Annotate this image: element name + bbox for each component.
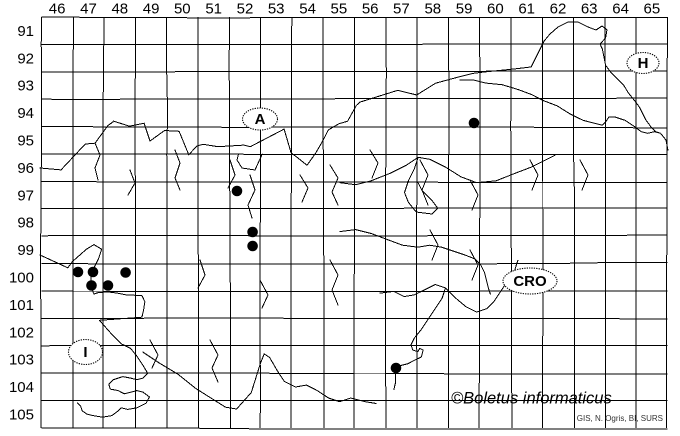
svg-text:©Boletus informaticus: ©Boletus informaticus	[451, 390, 612, 408]
svg-text:93: 93	[17, 78, 34, 95]
svg-text:99: 99	[17, 242, 34, 259]
svg-text:101: 101	[9, 297, 34, 314]
svg-text:54: 54	[299, 1, 316, 18]
svg-text:64: 64	[612, 1, 629, 18]
svg-text:62: 62	[550, 1, 567, 18]
svg-text:91: 91	[17, 23, 34, 40]
svg-text:61: 61	[518, 1, 535, 18]
svg-text:52: 52	[237, 1, 254, 18]
svg-text:96: 96	[17, 160, 34, 177]
svg-text:H: H	[638, 55, 649, 72]
svg-text:94: 94	[17, 105, 34, 122]
svg-text:98: 98	[17, 215, 34, 232]
svg-text:95: 95	[17, 133, 34, 150]
svg-text:59: 59	[456, 1, 473, 18]
svg-text:105: 105	[9, 407, 34, 424]
svg-text:58: 58	[424, 1, 441, 18]
svg-text:92: 92	[17, 50, 34, 67]
svg-text:60: 60	[487, 1, 504, 18]
svg-text:51: 51	[205, 1, 222, 18]
svg-text:100: 100	[9, 270, 34, 287]
svg-text:104: 104	[9, 379, 34, 396]
svg-text:47: 47	[80, 1, 97, 18]
svg-text:A: A	[255, 111, 266, 128]
svg-text:56: 56	[362, 1, 379, 18]
svg-text:102: 102	[9, 324, 34, 341]
svg-text:57: 57	[393, 1, 410, 18]
svg-text:46: 46	[49, 1, 66, 18]
svg-text:50: 50	[174, 1, 191, 18]
svg-text:103: 103	[9, 352, 34, 369]
svg-text:65: 65	[644, 1, 661, 18]
svg-text:49: 49	[143, 1, 160, 18]
svg-text:53: 53	[268, 1, 285, 18]
svg-text:I: I	[83, 344, 87, 361]
svg-text:48: 48	[111, 1, 128, 18]
svg-text:GIS, N. Ogris, BI, SURS: GIS, N. Ogris, BI, SURS	[577, 414, 663, 423]
svg-text:63: 63	[581, 1, 598, 18]
svg-text:CRO: CRO	[513, 273, 547, 290]
svg-text:55: 55	[331, 1, 348, 18]
svg-text:97: 97	[17, 187, 34, 204]
